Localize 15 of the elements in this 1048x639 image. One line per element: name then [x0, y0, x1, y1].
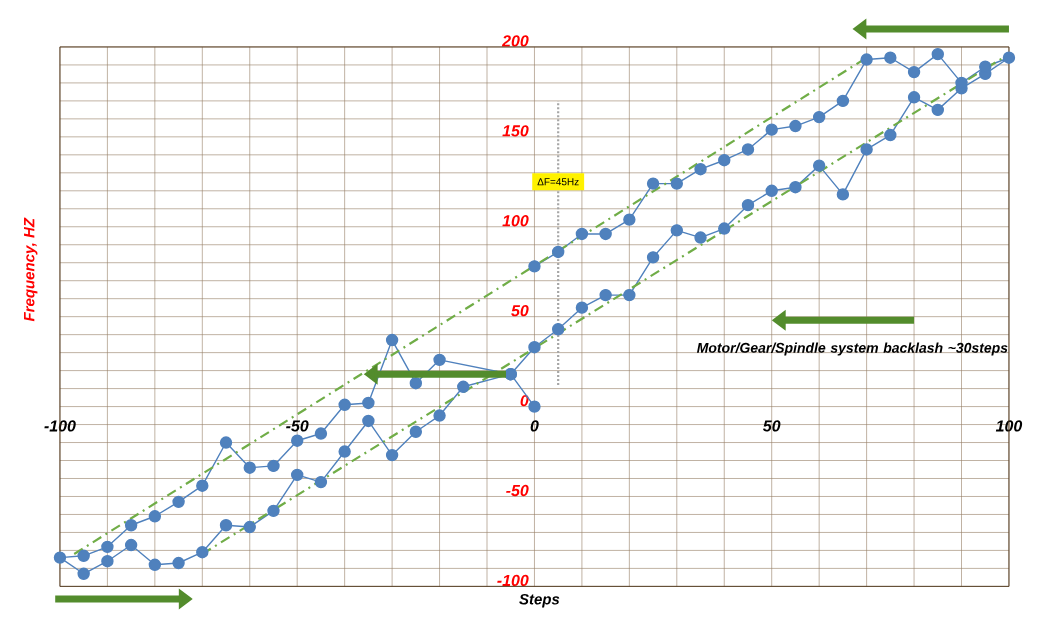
annotation: ΔF=45Hz [537, 178, 579, 186]
y-tick-label: 150 [502, 125, 529, 137]
x-tick-label: 50 [762, 420, 781, 432]
x-tick-label: -50 [286, 420, 309, 432]
y-axis-title: Frequency, HZ [24, 217, 38, 322]
x-tick-label: 0 [530, 420, 539, 432]
y-tick-label: 200 [501, 35, 529, 47]
annotation: Motor/Gear/Spindle system backlash ~30steps [696, 342, 1008, 356]
y-tick-label: -100 [497, 574, 529, 586]
y-tick-label: -50 [506, 484, 529, 496]
x-tick-label: 100 [995, 420, 1023, 432]
x-axis-title: Steps [519, 593, 560, 608]
y-tick-label: 0 [520, 394, 529, 407]
y-tick-label: 50 [511, 304, 529, 317]
y-tick-label: 100 [502, 214, 529, 227]
